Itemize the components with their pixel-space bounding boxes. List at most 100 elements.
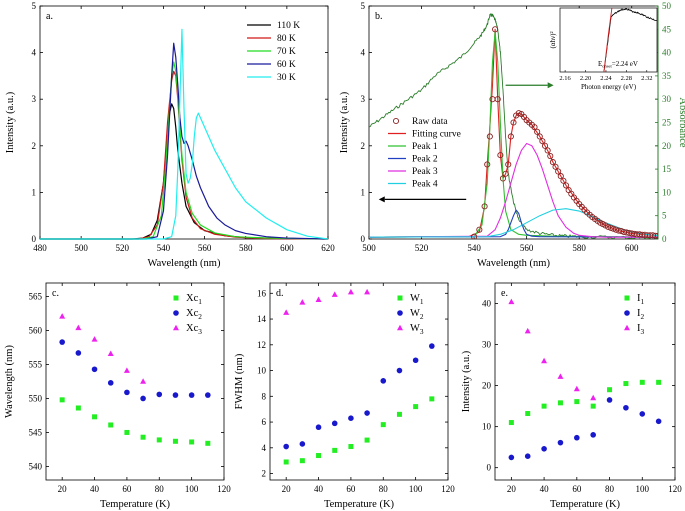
legend-label-sub: 2 (420, 312, 424, 321)
data-point (606, 397, 613, 403)
x-tick-label: 80 (605, 484, 615, 494)
legend-label: Peak 2 (412, 155, 438, 165)
data-point (188, 392, 195, 398)
data-point (347, 288, 354, 295)
x-tick-label: 120 (217, 484, 231, 494)
x-tick-label: 60 (122, 484, 132, 494)
panel-label: a. (46, 11, 53, 22)
data-point (590, 432, 596, 438)
legend-label-main: Xc (186, 323, 199, 334)
inset-annotation-sub: onset (602, 64, 612, 69)
data-point (429, 396, 435, 402)
raw-data-point (494, 96, 501, 103)
legend-label-main: 110 K (277, 21, 300, 31)
y-tick-label: 2 (32, 141, 37, 151)
legend-label: Peak 3 (412, 167, 438, 177)
legend-swatch (624, 295, 630, 301)
x-tick-label: 100 (185, 484, 199, 494)
inset-chart: 2.16 2.20 2.24 2.28 2.32 Photon energy (eV) (α… (549, 7, 658, 91)
arrow-right-icon (505, 82, 554, 89)
data-point (364, 410, 370, 416)
legend-label: 110 K (277, 21, 300, 31)
y-tick-label: 5 (361, 1, 366, 11)
legend-label: 60 K (277, 60, 296, 70)
data-point (172, 392, 179, 398)
data-point (189, 439, 195, 445)
data-point (315, 296, 322, 303)
data-point (124, 429, 130, 435)
data-point (508, 420, 514, 426)
y-tick-label: 3 (361, 94, 366, 104)
legend-label: I1 (637, 293, 645, 306)
y-tick-label: 16 (257, 288, 267, 298)
data-point (205, 392, 211, 398)
data-point (75, 324, 82, 331)
data-point (380, 422, 386, 428)
legend-label-main: I (637, 293, 641, 304)
y-tick-label: 4 (361, 48, 366, 58)
inset-annotation-main: E (598, 60, 602, 68)
raw-data-point (497, 152, 504, 159)
legend-swatch (173, 310, 179, 316)
legend-label-main: Fitting curve (412, 130, 461, 140)
data-point (508, 298, 515, 305)
legend-label: I3 (637, 323, 645, 336)
raw-data-point (555, 168, 562, 175)
data-point (574, 434, 580, 441)
x-tick-label: 540 (157, 243, 171, 253)
legend-label-main: Peak 2 (412, 155, 438, 165)
data-point (299, 441, 306, 447)
data-point (140, 378, 147, 384)
inset-x-label: Photon energy (eV) (581, 83, 637, 91)
plot-frame (494, 282, 676, 481)
data-point (541, 446, 547, 452)
legend-swatch (397, 295, 403, 301)
data-point (107, 350, 114, 356)
y-tick-right-label: 45 (662, 24, 672, 34)
y-tick-label: 5 (32, 1, 37, 11)
data-point (124, 389, 130, 396)
data-point (623, 404, 629, 411)
raw-data-point (541, 142, 549, 149)
x-tick-label: 600 (625, 243, 639, 253)
x-tick-label: 620 (321, 243, 335, 253)
data-point (299, 299, 306, 305)
x-tick-label: 480 (33, 243, 47, 253)
data-point (140, 395, 146, 402)
raw-data-point (507, 133, 514, 140)
data-point (590, 394, 597, 401)
x-tick-label: 60 (572, 484, 582, 494)
chart-panel-c: 20 40 60 80 100 120 540 545 550 555 560 565 Temperat… (4, 282, 231, 510)
data-point (123, 367, 130, 373)
data-point (156, 391, 163, 398)
x-axis-label: Temperature (K) (100, 499, 171, 510)
raw-data-point (549, 159, 556, 166)
legend-swatch (624, 310, 630, 316)
y-tick-label: 6 (262, 417, 267, 427)
legend-label: Xc2 (186, 308, 202, 321)
y-tick-right-label: 35 (662, 71, 672, 81)
x-tick-label: 40 (314, 484, 324, 494)
legend-label-main: Xc (186, 308, 199, 319)
data-point (59, 397, 65, 403)
legend-label: 80 K (277, 34, 296, 44)
data-point (92, 414, 98, 420)
legend-swatch (397, 324, 403, 331)
plot-frame (269, 282, 449, 481)
raw-data-point (654, 232, 658, 239)
raw-data-point (607, 224, 614, 231)
data-point (108, 422, 114, 428)
data-point (59, 339, 65, 345)
y-tick-label: 4 (262, 443, 267, 453)
inset-x-tick-label: 2.28 (621, 75, 632, 82)
data-point (541, 357, 548, 364)
legend-label-sub: 3 (641, 327, 645, 336)
y-tick-label: 1 (32, 187, 37, 197)
data-point (156, 437, 162, 443)
legend-swatch (624, 324, 630, 331)
legend-label-sub: 3 (198, 327, 202, 336)
x-tick-label: 520 (415, 243, 429, 253)
y-tick-right-label: 50 (662, 1, 672, 11)
series-line (369, 208, 658, 238)
